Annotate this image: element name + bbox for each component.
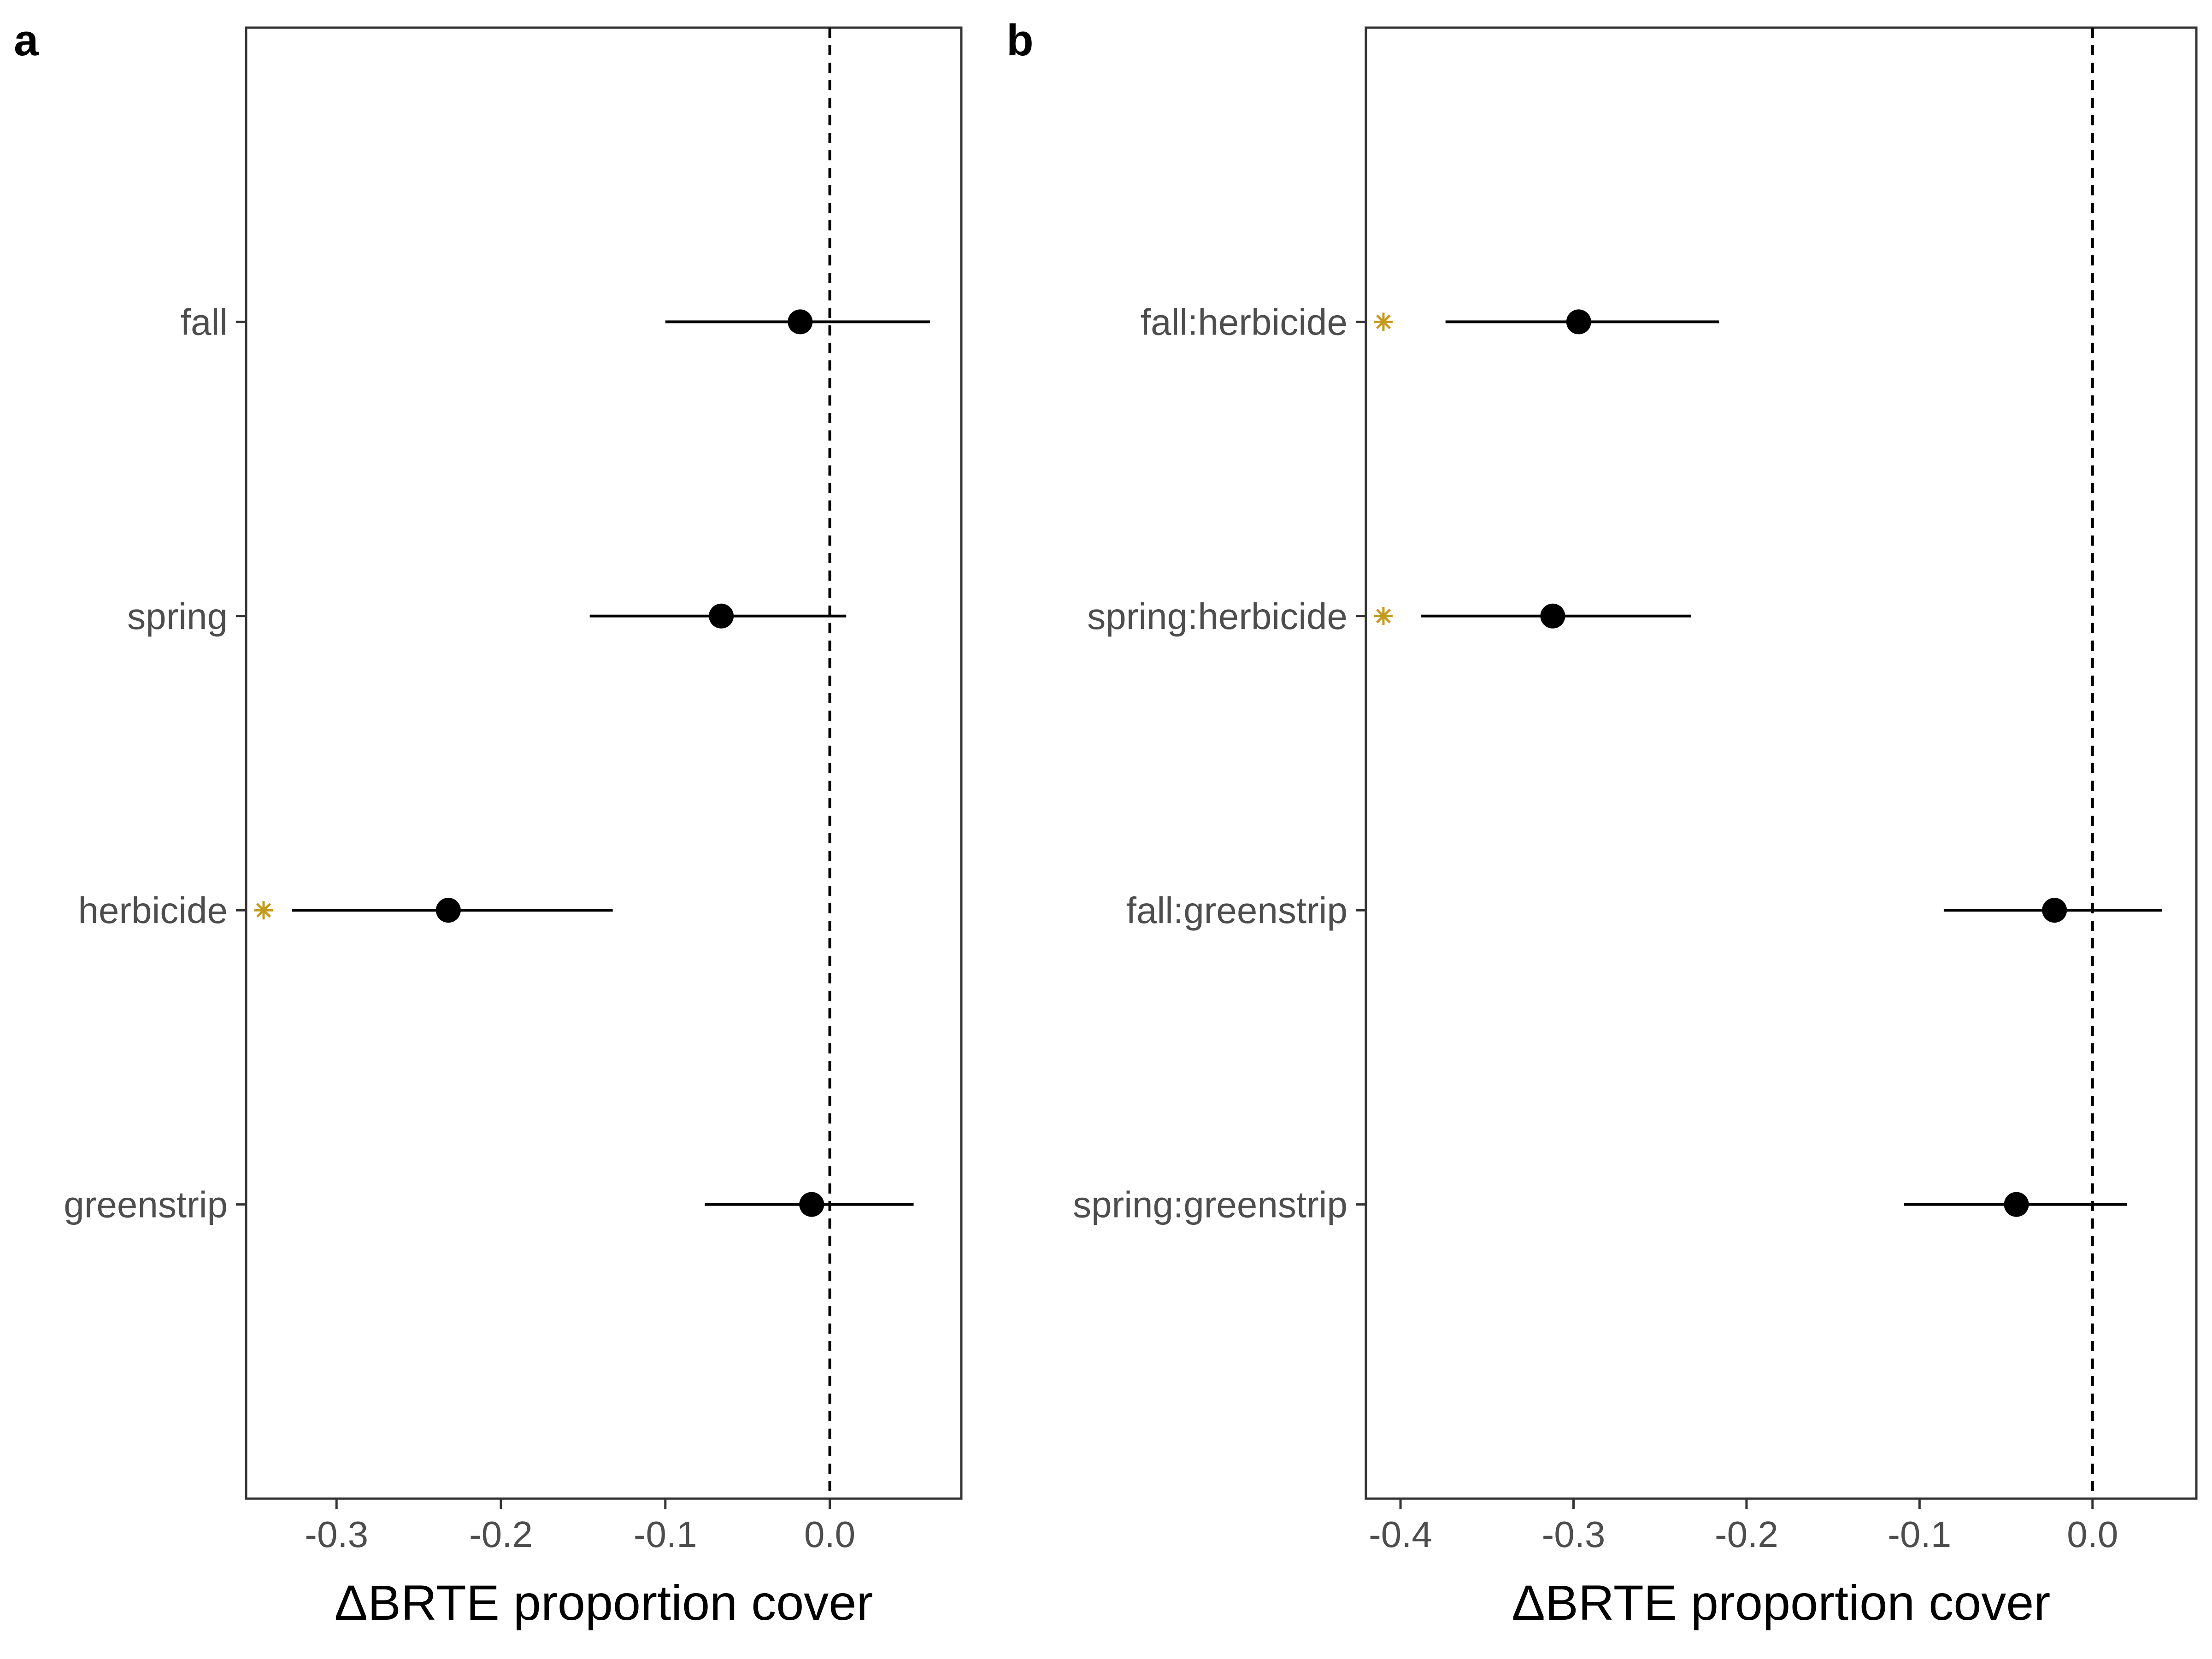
estimate-point <box>2042 898 2067 923</box>
x-tick-label: 0.0 <box>804 1514 855 1555</box>
x-tick-label: -0.1 <box>1888 1514 1951 1555</box>
estimate-point <box>709 603 734 629</box>
y-tick-label: spring <box>127 596 228 637</box>
x-tick-label: -0.3 <box>1542 1514 1606 1555</box>
panel-a: a -0.3 -0.2 -0.1 0.0 ΔBRTE proportion cover fa… <box>14 16 963 1630</box>
estimate-point <box>1540 603 1565 629</box>
significance-marker <box>1374 606 1393 625</box>
estimate-point <box>2004 1192 2029 1217</box>
y-tick-label: fall:greenstrip <box>1126 890 1347 931</box>
x-tick-label: -0.2 <box>469 1514 533 1555</box>
plot-frame <box>245 26 963 1500</box>
significance-marker <box>254 901 273 920</box>
significance-marker <box>1374 312 1393 331</box>
y-tick-label: herbicide <box>78 890 228 931</box>
estimate-point <box>1566 309 1591 335</box>
estimate-point <box>788 309 813 335</box>
y-tick-label: spring:herbicide <box>1087 596 1347 637</box>
x-tick-label: -0.1 <box>634 1514 697 1555</box>
x-tick-label: -0.2 <box>1715 1514 1778 1555</box>
panel-b: b -0.4 -0.3 -0.2 -0.1 0.0 ΔBRTE proportion cov… <box>1006 16 2198 1630</box>
x-tick-label: 0.0 <box>2067 1514 2118 1555</box>
estimate-point <box>435 898 461 923</box>
y-tick-label: fall:herbicide <box>1141 301 1347 342</box>
y-tick-label: greenstrip <box>64 1184 228 1225</box>
y-tick-label: spring:greenstrip <box>1073 1184 1347 1225</box>
estimate-point <box>799 1192 824 1217</box>
plot-frame <box>1365 26 2198 1500</box>
x-tick-label: -0.3 <box>305 1514 368 1555</box>
x-axis-title: ΔBRTE proportion cover <box>335 1575 873 1630</box>
y-tick-label: fall <box>181 301 228 342</box>
panel-tag: b <box>1006 16 1034 65</box>
x-axis-title: ΔBRTE proportion cover <box>1512 1575 2051 1630</box>
panel-tag: a <box>14 16 39 65</box>
x-tick-label: -0.4 <box>1369 1514 1432 1555</box>
